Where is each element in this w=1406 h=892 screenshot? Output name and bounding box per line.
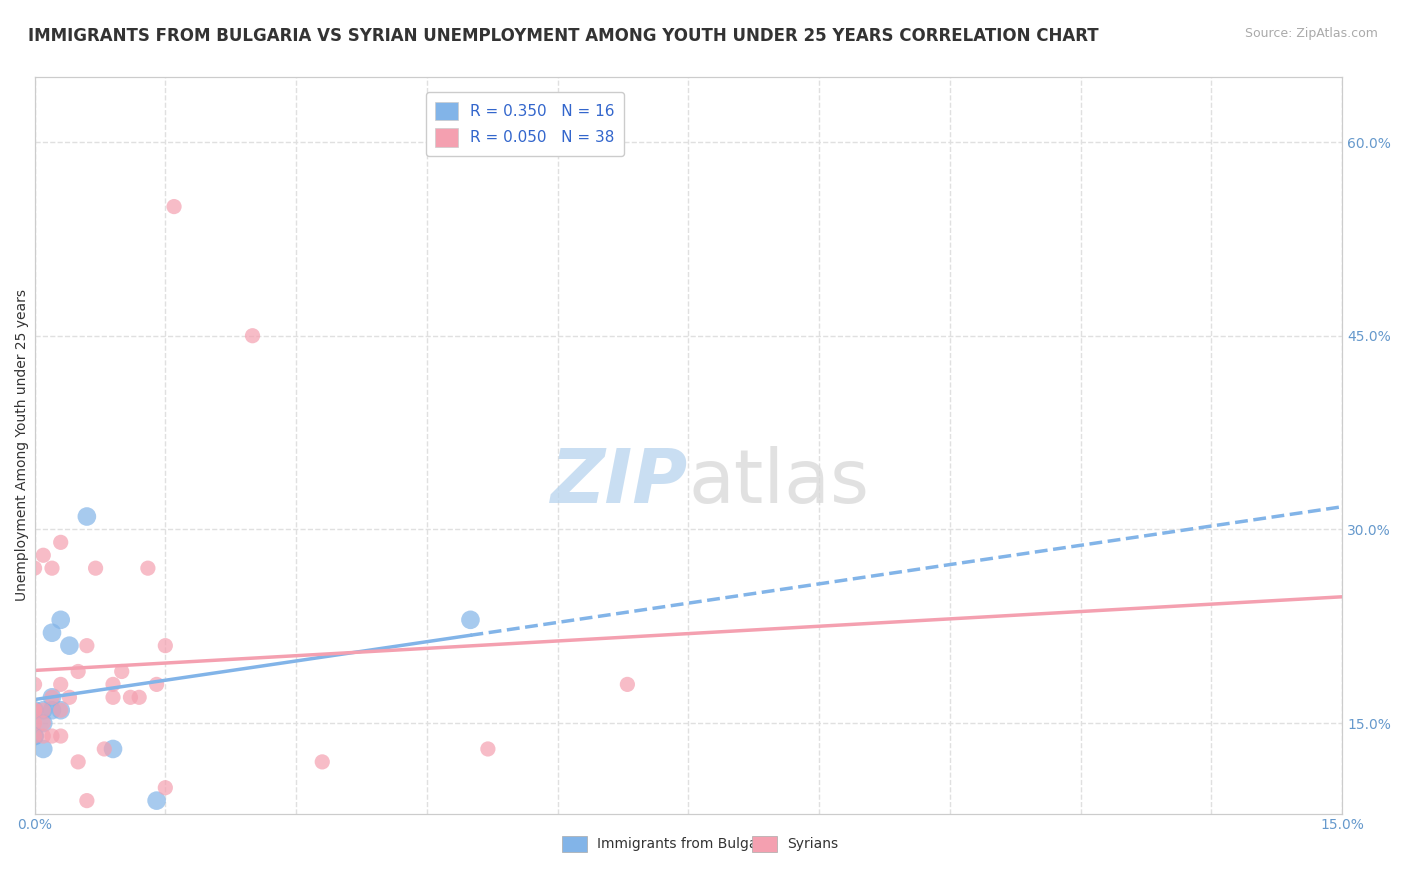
Point: [41, 625, 63, 640]
Point: [24, 703, 46, 717]
Point: [41, 703, 63, 717]
Point: [120, 690, 142, 705]
Point: [24, 729, 46, 743]
Point: [111, 665, 134, 679]
Point: [67, 665, 90, 679]
Point: [93, 742, 115, 756]
Point: [616, 677, 638, 691]
Y-axis label: Unemployment Among Youth under 25 years: Unemployment Among Youth under 25 years: [15, 290, 30, 601]
Point: [24, 703, 46, 717]
Point: [49, 703, 72, 717]
Point: [128, 690, 150, 705]
Point: [32, 548, 55, 562]
Point: [76, 509, 98, 524]
Point: [41, 729, 63, 743]
Point: [58, 639, 80, 653]
Point: [242, 328, 264, 343]
Text: Immigrants from Bulgaria: Immigrants from Bulgaria: [598, 837, 776, 851]
Point: [32, 742, 55, 756]
Point: [24, 729, 46, 743]
Text: Syrians: Syrians: [787, 837, 838, 851]
Point: [477, 742, 499, 756]
Point: [155, 780, 177, 795]
Point: [24, 703, 46, 717]
Point: [32, 716, 55, 731]
Point: [49, 613, 72, 627]
Point: [67, 755, 90, 769]
Point: [136, 561, 159, 575]
Point: [101, 690, 124, 705]
Point: [24, 677, 46, 691]
Point: [24, 561, 46, 575]
Point: [32, 703, 55, 717]
Text: Source: ZipAtlas.com: Source: ZipAtlas.com: [1244, 27, 1378, 40]
Point: [41, 690, 63, 705]
Point: [24, 729, 46, 743]
Text: IMMIGRANTS FROM BULGARIA VS SYRIAN UNEMPLOYMENT AMONG YOUTH UNDER 25 YEARS CORRE: IMMIGRANTS FROM BULGARIA VS SYRIAN UNEMP…: [28, 27, 1098, 45]
Text: atlas: atlas: [689, 446, 869, 519]
Point: [101, 677, 124, 691]
Point: [58, 690, 80, 705]
Point: [311, 755, 333, 769]
Point: [101, 742, 124, 756]
Point: [49, 677, 72, 691]
Point: [76, 794, 98, 808]
Point: [49, 535, 72, 549]
Point: [32, 716, 55, 731]
Point: [49, 729, 72, 743]
Point: [460, 613, 482, 627]
Point: [41, 561, 63, 575]
Point: [76, 639, 98, 653]
Point: [163, 200, 186, 214]
Point: [32, 703, 55, 717]
Point: [145, 794, 167, 808]
Text: ZIP: ZIP: [551, 446, 689, 519]
Point: [84, 561, 107, 575]
Point: [155, 639, 177, 653]
Point: [49, 703, 72, 717]
Point: [32, 729, 55, 743]
Point: [24, 716, 46, 731]
Legend: R = 0.350   N = 16, R = 0.050   N = 38: R = 0.350 N = 16, R = 0.050 N = 38: [426, 93, 624, 156]
Point: [41, 690, 63, 705]
Point: [145, 677, 167, 691]
